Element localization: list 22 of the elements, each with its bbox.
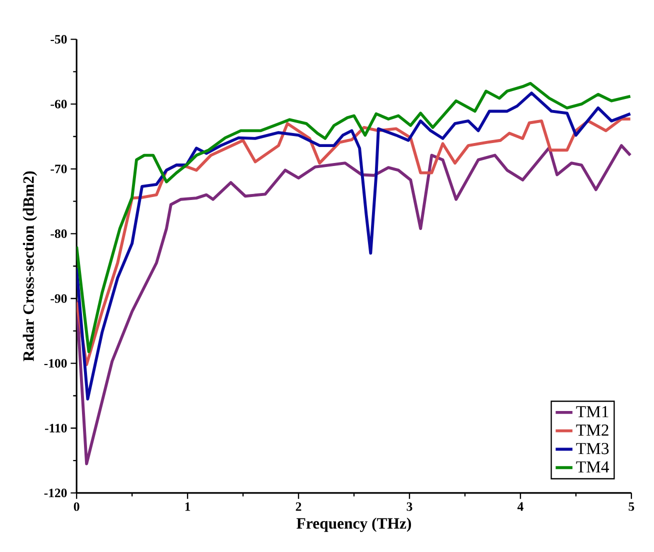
x-tick-label: 3 — [406, 502, 412, 511]
x-tick-label: 5 — [628, 502, 634, 511]
y-tick-label: -50 — [50, 35, 67, 44]
x-axis-title: Frequency (THz) — [296, 518, 411, 532]
y-tick-label: -70 — [50, 164, 67, 174]
line-series — [76, 92, 632, 401]
y-tick-label: -80 — [50, 229, 67, 238]
y-axis-title: Radar Cross-section (dBm2) — [22, 171, 38, 362]
x-tick-label: 4 — [517, 502, 524, 511]
legend-label: TM2 — [576, 424, 608, 436]
y-tick-label: -120 — [44, 488, 67, 498]
x-tick-label: 1 — [185, 502, 190, 511]
x-tick-label: 2 — [296, 502, 302, 511]
y-tick-label: -60 — [50, 100, 67, 108]
y-tick-label: -100 — [44, 359, 67, 368]
legend-label: TM1 — [576, 406, 608, 418]
y-tick-label: -90 — [50, 294, 67, 303]
legend-label: TM4 — [576, 461, 610, 472]
legend-label: TM3 — [576, 443, 609, 454]
y-tick-label: -110 — [44, 424, 67, 433]
line-series — [76, 82, 632, 354]
x-tick-label: 0 — [74, 502, 80, 511]
